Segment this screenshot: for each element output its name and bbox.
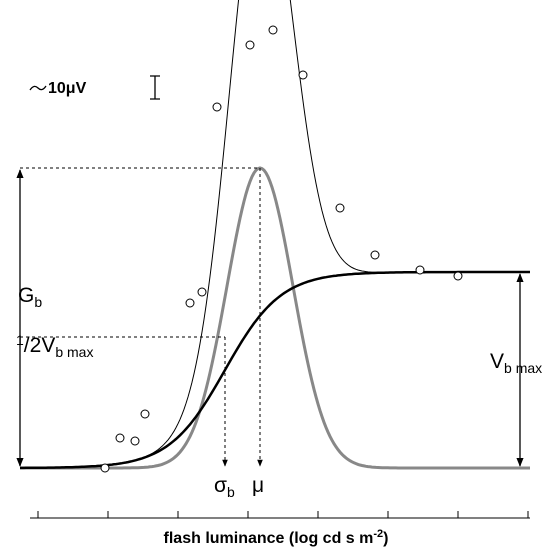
gain-label: Gb [18,284,42,310]
scale-bar [150,75,160,100]
sigma-label: σb [214,474,235,500]
half-max-label: 1/2Vb max [16,332,93,360]
curves [20,0,530,470]
vmax-label: Vb max [490,350,542,376]
x-axis [30,511,530,519]
guides [20,167,263,467]
x-axis-label: flash luminance (log cd s m-2) [164,528,389,547]
scale-label: 10μV [48,80,87,97]
sum-curve [20,0,530,469]
mu-label: μ [252,474,264,497]
squiggle [29,85,47,91]
gaussian-curve [20,166,530,470]
sigmoid-curve [20,270,530,470]
points [100,25,463,473]
